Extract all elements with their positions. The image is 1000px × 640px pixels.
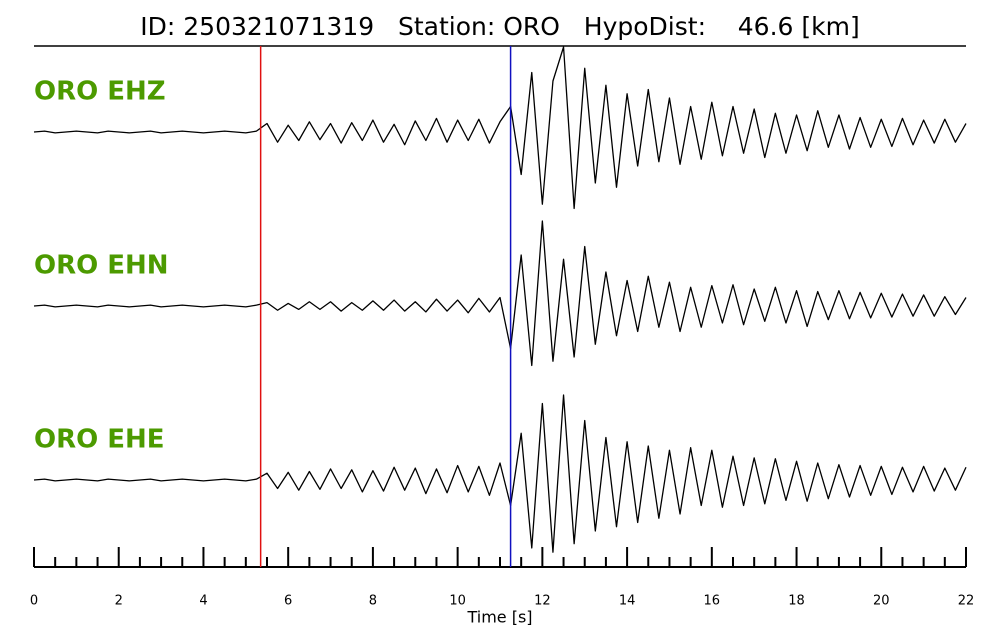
x-tick-label: 2 bbox=[115, 594, 123, 609]
x-tick-label: 18 bbox=[788, 594, 805, 609]
trace-label: ORO EHN bbox=[34, 251, 169, 281]
x-tick-label: 12 bbox=[534, 594, 551, 609]
x-axis-title: Time [s] bbox=[466, 608, 532, 627]
chart-title: ID: 250321071319 Station: ORO HypoDist: … bbox=[140, 12, 859, 41]
x-tick-label: 20 bbox=[873, 594, 890, 609]
x-tick-label: 6 bbox=[284, 594, 292, 609]
x-tick-label: 0 bbox=[30, 594, 38, 609]
waveform bbox=[33, 220, 967, 367]
x-tick-label: 22 bbox=[958, 594, 975, 609]
x-tick-label: 16 bbox=[704, 594, 721, 609]
x-tick-label: 14 bbox=[619, 594, 636, 609]
x-tick-label: 8 bbox=[369, 594, 377, 609]
x-tick-label: 4 bbox=[199, 594, 207, 609]
waveform bbox=[33, 394, 967, 553]
x-tick-label: 10 bbox=[449, 594, 466, 609]
waveform bbox=[33, 46, 967, 210]
trace-label: ORO EHZ bbox=[34, 77, 166, 107]
trace-label: ORO EHE bbox=[34, 425, 165, 455]
